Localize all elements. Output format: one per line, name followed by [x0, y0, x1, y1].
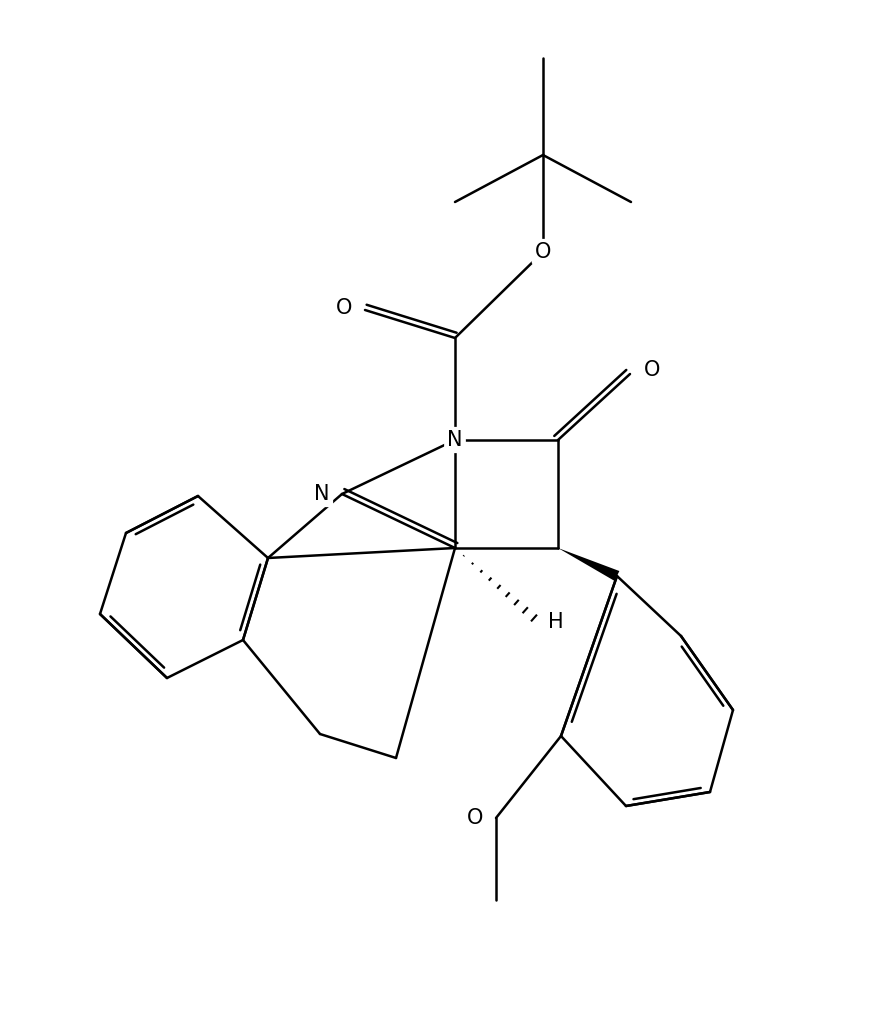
Text: N: N — [315, 484, 330, 504]
Text: O: O — [336, 298, 352, 318]
Text: O: O — [535, 242, 551, 262]
Text: N: N — [447, 430, 462, 450]
Text: O: O — [644, 360, 660, 380]
Text: O: O — [467, 808, 483, 828]
Polygon shape — [558, 548, 619, 581]
Text: H: H — [548, 612, 563, 632]
